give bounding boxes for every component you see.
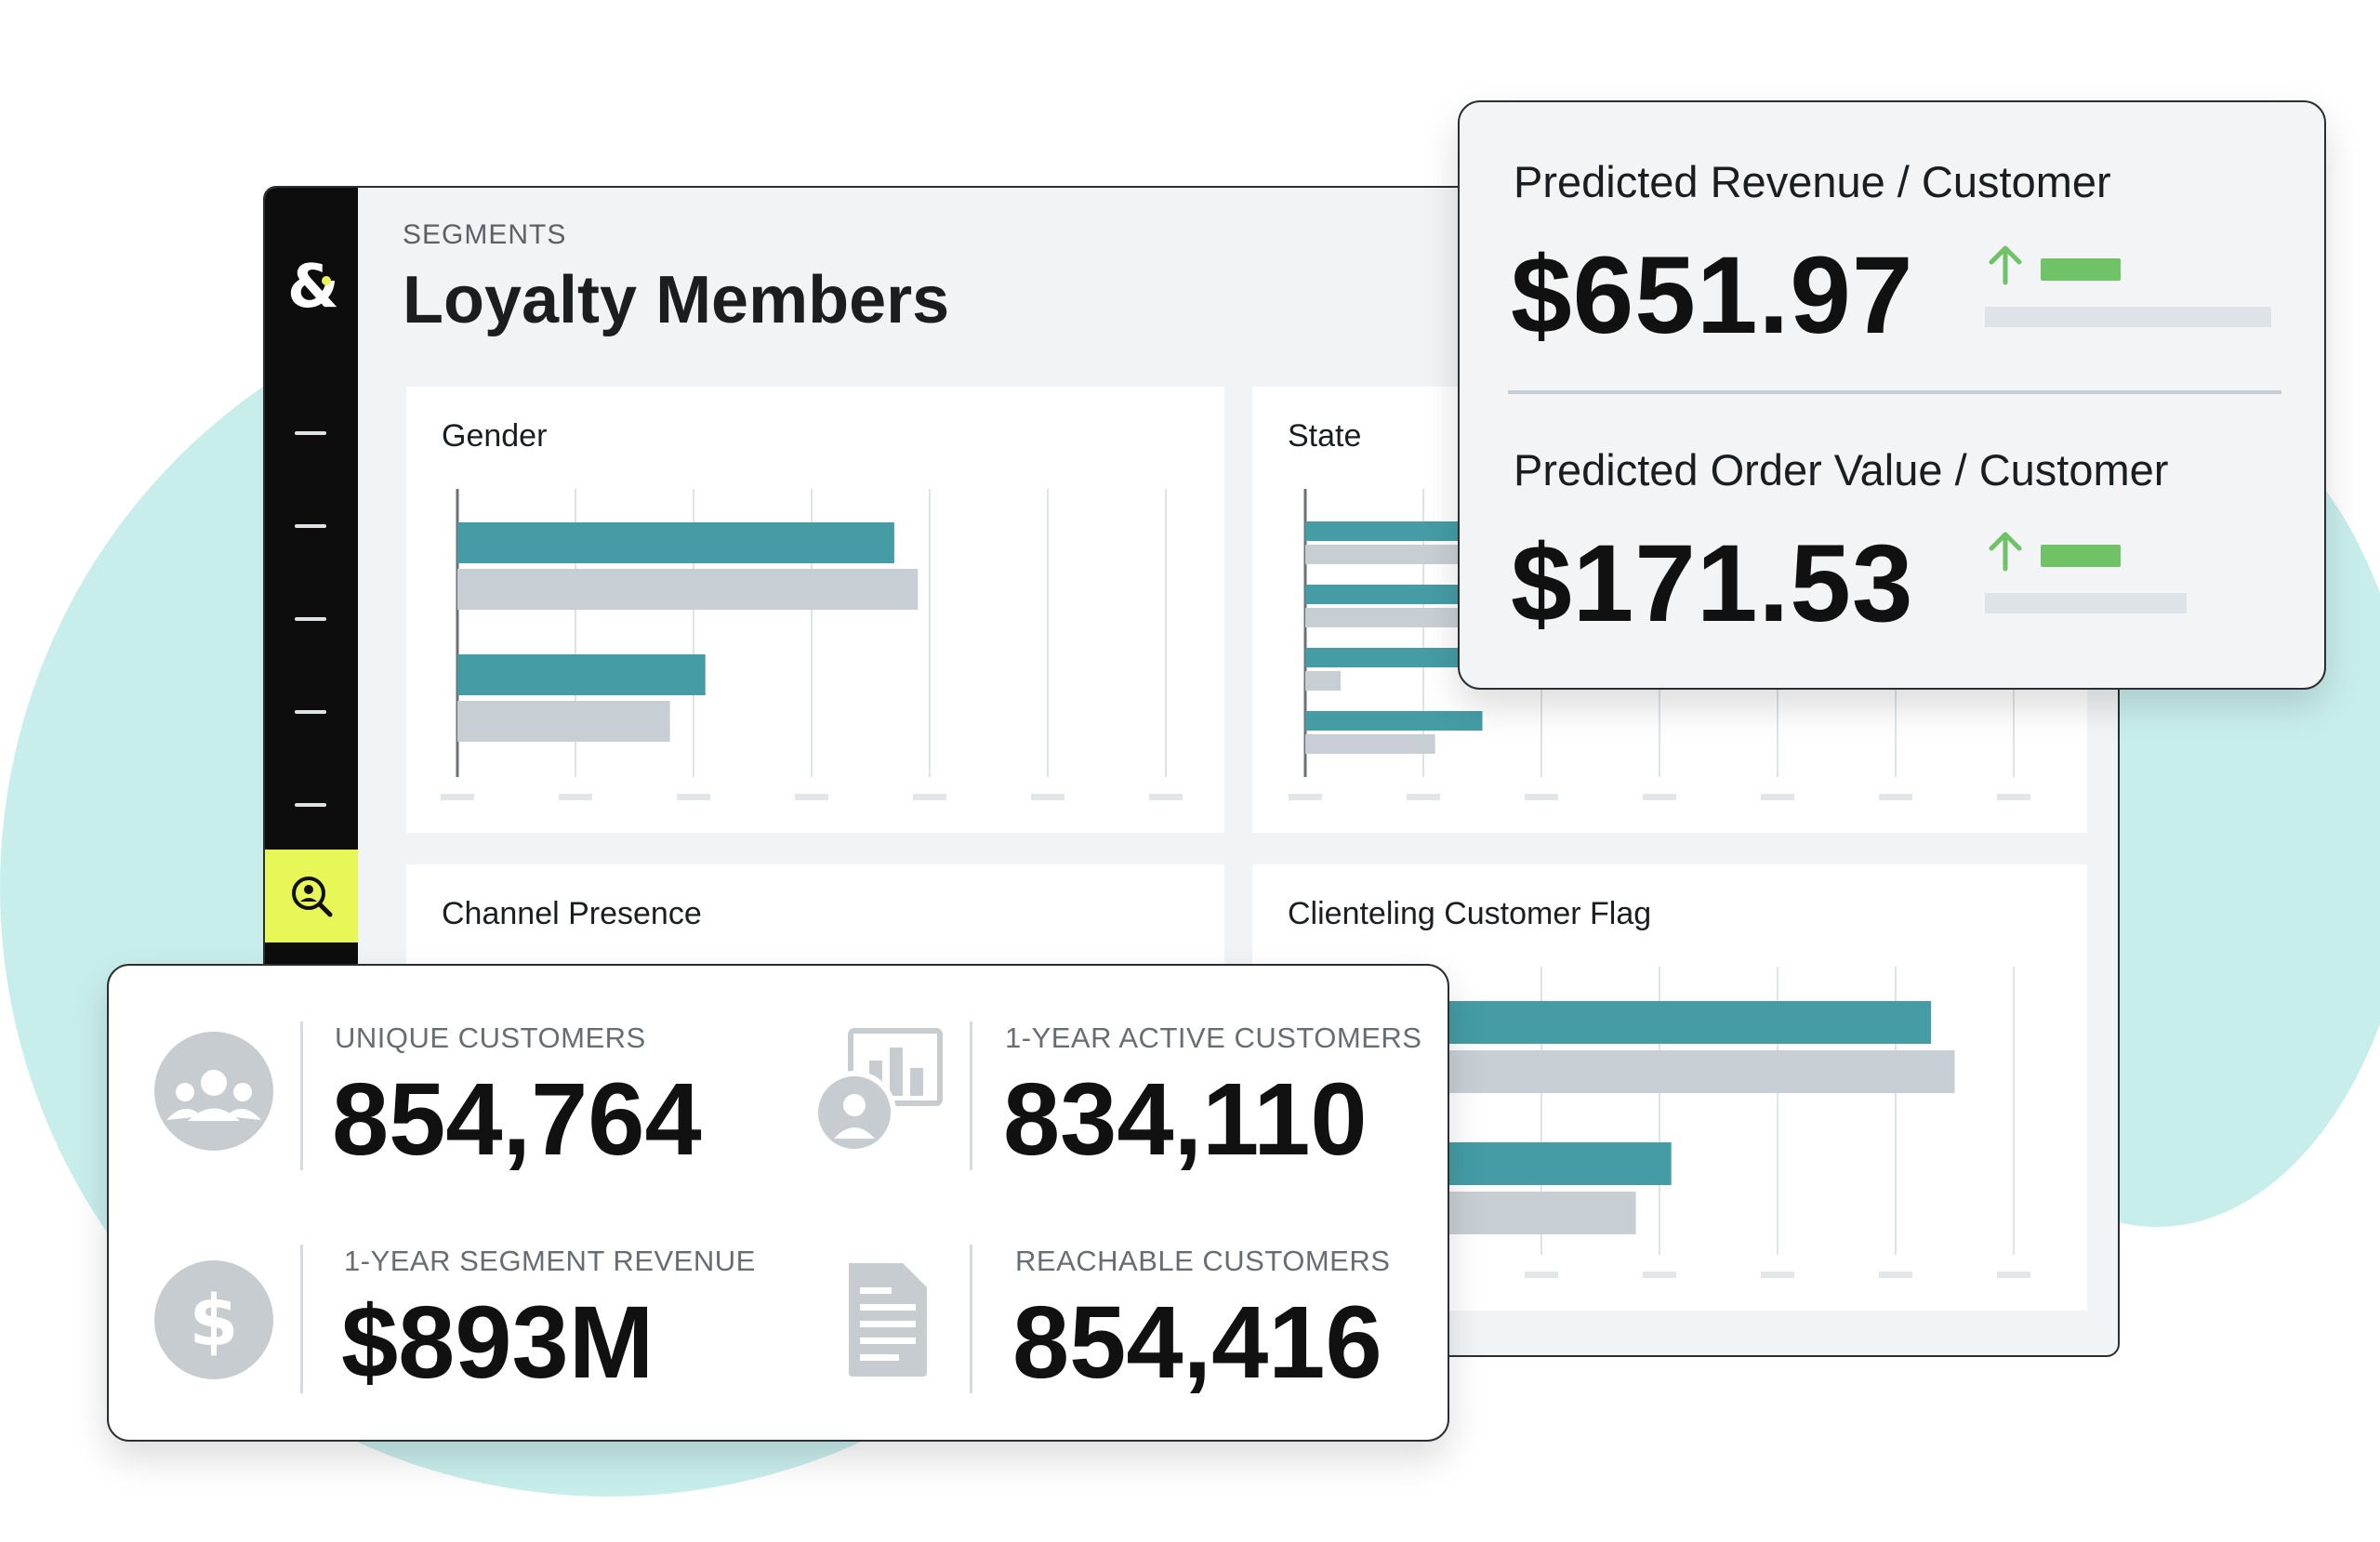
- predicted-order-value-value: $171.53: [1511, 522, 1914, 645]
- nav-item-3[interactable]: [295, 617, 326, 621]
- tick-label-placeholder: [1289, 794, 1322, 800]
- trend-level-bar: [1985, 593, 2187, 613]
- tick-label-placeholder: [1997, 794, 2030, 800]
- predicted-revenue-value: $651.97: [1511, 234, 1914, 357]
- svg-text:$: $: [190, 1279, 239, 1362]
- state-chart: [1289, 489, 2030, 800]
- tick-label-placeholder: [913, 794, 946, 800]
- dollar-icon: $: [154, 1260, 273, 1379]
- tick-label-placeholder: [1031, 794, 1064, 800]
- stat-value: 854,764: [332, 1062, 702, 1177]
- divider: [300, 1245, 303, 1393]
- stat-value: $893M: [341, 1285, 654, 1400]
- arrow-up-icon: [1989, 532, 2022, 572]
- bar: [457, 569, 919, 610]
- stats-panel: UNIQUE CUSTOMERS 854,764 1-YEAR ACTIVE C…: [107, 964, 1449, 1442]
- tick-label-placeholder: [1643, 794, 1676, 800]
- bar: [457, 701, 670, 742]
- bar: [1305, 711, 1483, 731]
- tick-label-placeholder: [441, 794, 474, 800]
- chart-title: State: [1288, 418, 1362, 454]
- trend-level-bar: [1985, 307, 2271, 327]
- tick-label-placeholder: [677, 794, 710, 800]
- breadcrumb[interactable]: SEGMENTS: [403, 219, 567, 250]
- tick-label-placeholder: [1407, 794, 1440, 800]
- tick-label-placeholder: [1643, 1272, 1676, 1278]
- bar: [457, 522, 894, 563]
- nav-item-2[interactable]: [295, 524, 326, 528]
- bar: [1305, 608, 1460, 627]
- active-customer-chart-icon: [815, 1028, 943, 1154]
- gender-chart: [441, 489, 1183, 800]
- divider: [970, 1245, 972, 1393]
- tick-label-placeholder: [1879, 1272, 1912, 1278]
- stat-label: REACHABLE CUSTOMERS: [1015, 1245, 1391, 1277]
- chart-title: Clienteling Customer Flag: [1288, 896, 1652, 931]
- bar: [1305, 734, 1435, 754]
- stat-label: 1-YEAR SEGMENT REVENUE: [344, 1245, 756, 1277]
- arrow-up-icon: [1989, 245, 2022, 285]
- chart-title: Gender: [442, 418, 548, 454]
- tick-label-placeholder: [1149, 794, 1183, 800]
- predictions-panel: Predicted Revenue / Customer $651.97 Pre…: [1458, 100, 2326, 690]
- document-icon: [849, 1263, 927, 1377]
- divider: [970, 1021, 972, 1170]
- tick-label-placeholder: [1761, 794, 1794, 800]
- stat-value: 834,110: [1003, 1062, 1368, 1177]
- nav-item-1[interactable]: [295, 431, 326, 435]
- tick-label-placeholder: [795, 794, 828, 800]
- ampersand-logo-icon[interactable]: &: [285, 253, 339, 318]
- tick-label-placeholder: [1525, 1272, 1558, 1278]
- trend-bar: [2041, 258, 2121, 281]
- divider: [1508, 390, 2281, 394]
- predicted-order-value-label: Predicted Order Value / Customer: [1514, 445, 2169, 494]
- stat-value: 854,416: [1012, 1285, 1382, 1400]
- bar: [457, 654, 706, 695]
- stat-label: UNIQUE CUSTOMERS: [335, 1021, 646, 1054]
- stat-label: 1-YEAR ACTIVE CUSTOMERS: [1005, 1021, 1422, 1054]
- gender-chart-card: Gender: [406, 387, 1224, 833]
- page-title: Loyalty Members: [403, 263, 950, 337]
- tick-label-placeholder: [1525, 794, 1558, 800]
- trend-bar: [2041, 545, 2121, 567]
- search-person-icon: [292, 876, 333, 917]
- tick-label-placeholder: [1997, 1272, 2030, 1278]
- tick-label-placeholder: [1879, 794, 1912, 800]
- tick-label-placeholder: [1761, 1272, 1794, 1278]
- bar: [1305, 671, 1342, 691]
- tick-label-placeholder: [559, 794, 592, 800]
- nav-item-4[interactable]: [295, 710, 326, 714]
- bar: [1305, 585, 1506, 604]
- nav-item-5[interactable]: [295, 803, 326, 807]
- svg-text:&: &: [287, 253, 339, 318]
- predicted-revenue-label: Predicted Revenue / Customer: [1514, 157, 2111, 206]
- divider: [300, 1021, 303, 1170]
- chart-title: Channel Presence: [442, 896, 702, 931]
- nav-item-segments-active[interactable]: [265, 850, 358, 942]
- group-icon: [154, 1032, 273, 1151]
